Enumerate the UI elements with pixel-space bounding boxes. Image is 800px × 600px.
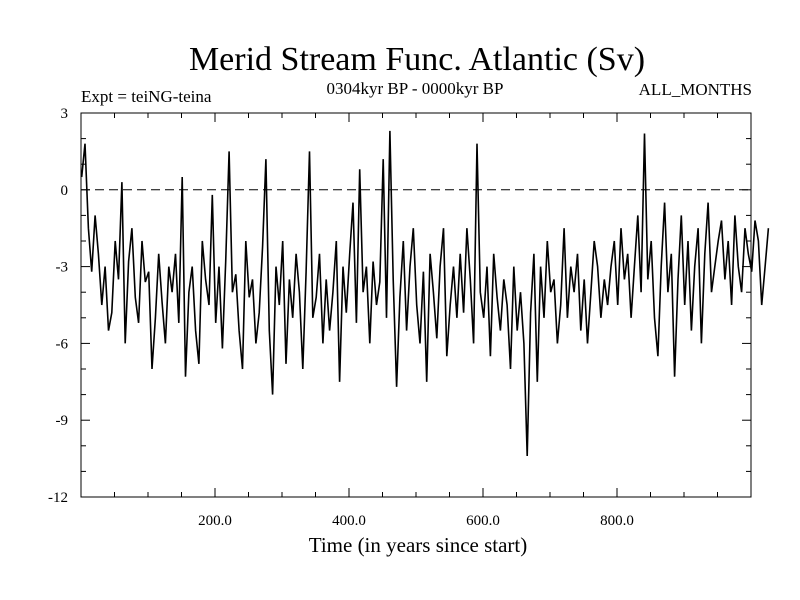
- subtitle-center: 0304kyr BP - 0000kyr BP: [327, 79, 504, 98]
- subtitle-right: ALL_MONTHS: [639, 80, 752, 99]
- series-layer: [80, 130, 770, 457]
- x-tick-label: 600.0: [466, 513, 500, 529]
- tick-labels-layer: 3 0 -3 -6 -9 -12 200.0 400.0 600.0 800.0: [48, 106, 634, 529]
- x-tick-label: 400.0: [332, 513, 366, 529]
- ticks-layer: [81, 112, 751, 498]
- y-tick-label: -6: [56, 336, 69, 352]
- y-tick-label: 0: [61, 183, 69, 199]
- y-tick-label: -3: [56, 260, 69, 276]
- series-line-0: [80, 130, 770, 457]
- x-axis-label: Time (in years since start): [309, 533, 528, 557]
- subtitle-left: Expt = teiNG-teina: [81, 87, 212, 106]
- x-tick-label: 800.0: [600, 513, 634, 529]
- y-tick-label: -9: [56, 413, 69, 429]
- y-tick-label: -12: [48, 490, 68, 506]
- y-tick-label: 3: [61, 106, 69, 122]
- chart-title: Merid Stream Func. Atlantic (Sv): [189, 41, 645, 78]
- x-tick-label: 200.0: [198, 513, 232, 529]
